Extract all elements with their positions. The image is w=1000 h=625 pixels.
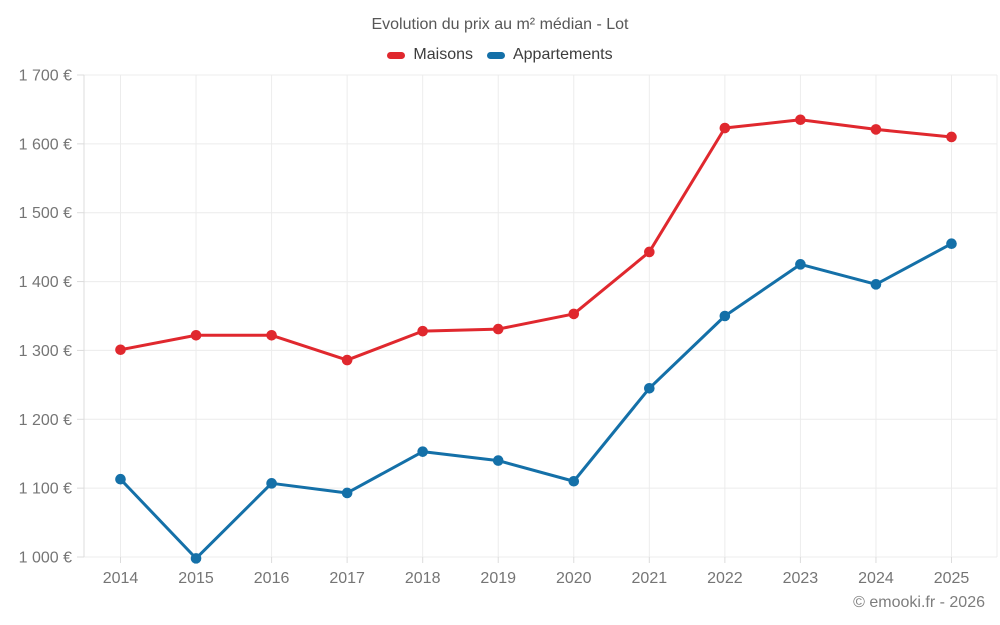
x-axis-label: 2024 [858,570,894,587]
legend-item-maisons[interactable]: Maisons [387,46,473,64]
data-point-appartements-2025[interactable] [946,238,957,249]
x-axis-label: 2020 [556,570,592,587]
legend-label-maisons: Maisons [413,46,473,63]
chart-title: Evolution du prix au m² médian - Lot [371,16,629,33]
data-point-maisons-2022[interactable] [719,122,731,134]
data-point-appartements-2021[interactable] [644,383,655,394]
x-axis-label: 2017 [329,570,365,587]
copyright: © emooki.fr - 2026 [853,594,985,611]
data-point-maisons-2025[interactable] [946,131,957,143]
data-point-maisons-2019[interactable] [492,323,504,335]
data-point-maisons-2024[interactable] [870,124,882,135]
x-axis-label: 2021 [632,570,668,587]
y-axis-label: 1 400 € [19,274,72,291]
data-point-maisons-2014[interactable] [115,344,126,356]
data-point-appartements-2018[interactable] [417,446,428,457]
data-point-appartements-2020[interactable] [568,475,580,487]
series-line-appartements [119,242,953,560]
y-axis-label: 1 700 € [19,68,72,85]
legend-item-appartements[interactable]: Appartements [486,46,613,64]
x-axis-label: 2023 [783,570,819,587]
data-point-appartements-2015[interactable] [190,553,202,564]
data-point-appartements-2017[interactable] [341,487,353,499]
data-point-maisons-2016[interactable] [266,329,277,341]
series-line-maisons [119,118,953,362]
data-point-appartements-2014[interactable] [115,473,126,485]
legend: Maisons Appartements [0,46,1000,64]
legend-label-appartements: Appartements [512,46,613,63]
x-axis-label: 2019 [480,570,516,587]
y-axis-label: 1 200 € [19,412,72,429]
data-point-maisons-2023[interactable] [795,114,806,126]
legend-swatch-appartements [486,51,505,59]
data-point-maisons-2021[interactable] [644,246,655,258]
data-point-maisons-2020[interactable] [568,308,580,320]
data-point-appartements-2022[interactable] [719,310,731,322]
data-point-maisons-2017[interactable] [341,354,353,366]
legend-swatch-maisons [387,51,406,59]
data-point-appartements-2023[interactable] [795,259,806,270]
data-point-appartements-2019[interactable] [492,455,504,466]
x-axis-label: 2015 [178,570,214,587]
x-axis-label: 2025 [934,570,970,587]
x-axis-label: 2016 [254,570,290,587]
y-axis-label: 1 600 € [19,136,72,153]
data-point-appartements-2016[interactable] [266,478,277,489]
y-axis-label: 1 000 € [19,550,72,567]
x-axis-label: 2014 [103,570,139,587]
x-axis-label: 2018 [405,570,441,587]
y-axis-label: 1 300 € [19,343,72,360]
y-axis-label: 1 500 € [19,205,72,222]
data-point-maisons-2015[interactable] [190,329,202,341]
data-point-appartements-2024[interactable] [870,279,882,290]
y-axis-label: 1 100 € [19,481,72,498]
x-axis-label: 2022 [707,570,743,587]
data-point-maisons-2018[interactable] [417,325,428,337]
